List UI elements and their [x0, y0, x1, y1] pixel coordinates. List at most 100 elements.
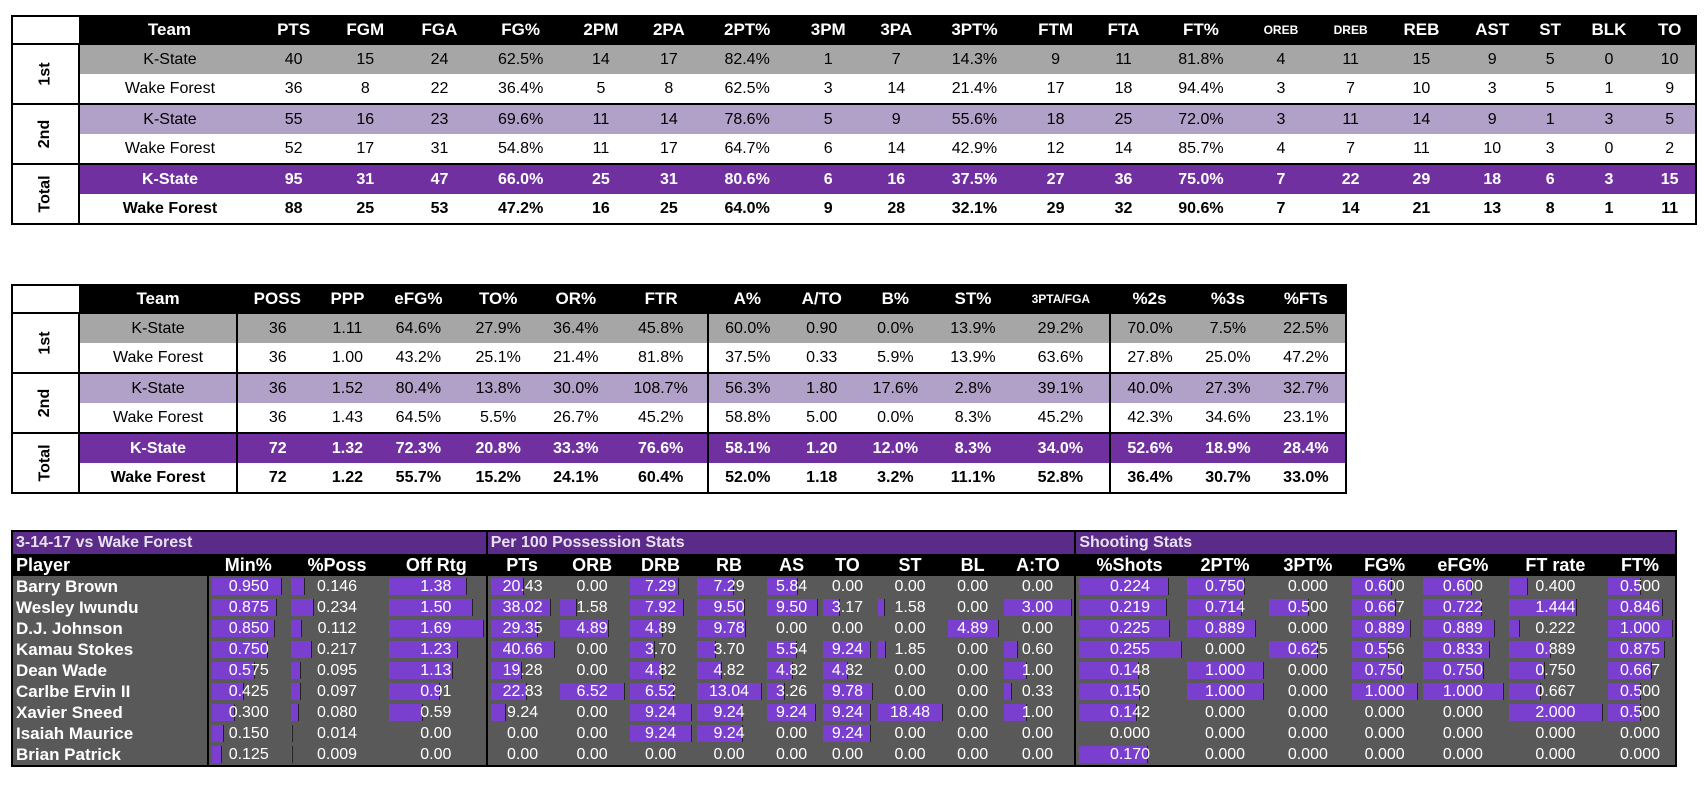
stat-cell: 0.000 [1184, 744, 1267, 766]
stat-value: 0.150 [228, 724, 269, 742]
column-header: ST% [934, 285, 1012, 313]
data-bar [1422, 641, 1491, 658]
stat-value: 0.146 [316, 577, 358, 595]
stat-cell: 0.150 [1074, 681, 1184, 702]
stat-cell: 1 [1573, 74, 1645, 104]
stat-value: 0.750 [1364, 661, 1405, 679]
stat-cell: 53 [403, 194, 476, 224]
stat-cell: 0.00 [875, 681, 944, 702]
stat-cell: 95 [259, 163, 328, 194]
stat-cell: 27 [1020, 163, 1091, 194]
stat-cell: 88 [259, 194, 328, 224]
stat-cell: 0.00 [820, 744, 876, 766]
stat-cell: 0.00 [557, 639, 626, 660]
stat-cell: 9 [792, 194, 864, 224]
player-name: Barry Brown [16, 576, 119, 596]
stat-cell: 0.889 [1506, 639, 1605, 660]
stat-cell: 25 [636, 194, 702, 224]
stat-value: 0.142 [1109, 703, 1150, 721]
stat-cell: 11 [1644, 194, 1696, 224]
column-header: FTR [614, 285, 708, 313]
stat-value: 0.00 [957, 640, 989, 658]
data-bar [1608, 704, 1642, 721]
column-header: PTs [486, 554, 558, 576]
stat-cell: 0.146 [288, 576, 386, 597]
group-header: 3-14-17 vs Wake Forest [12, 531, 488, 554]
data-bar [1269, 641, 1319, 658]
stat-cell: 0.00 [875, 723, 944, 744]
stat-value: 1.444 [1535, 598, 1576, 616]
stat-value: 3.17 [831, 598, 864, 616]
data-bar [388, 662, 453, 679]
stat-cell: 3.26 [764, 681, 820, 702]
stat-cell: 52 [259, 134, 328, 164]
stat-cell: 69.6% [475, 103, 566, 134]
stat-value: 7.29 [644, 577, 677, 595]
stat-cell: 0.722 [1420, 597, 1506, 618]
stat-value: 0.889 [1535, 640, 1576, 658]
stat-cell: 3 [1457, 74, 1527, 104]
stat-cell: 0.500 [1605, 702, 1676, 723]
stat-cell: 0.000 [1266, 618, 1349, 639]
column-header: FT rate [1505, 554, 1606, 576]
stat-cell: 13.04 [694, 681, 763, 702]
stat-value: 0.00 [420, 745, 452, 763]
stat-cell: 0.000 [1349, 723, 1420, 744]
stat-cell: 8.3% [934, 403, 1012, 433]
stat-cell: 18.48 [875, 702, 944, 723]
column-header: POSS [237, 285, 318, 313]
stat-cell: 45.8% [614, 312, 708, 343]
stat-value: 0.225 [1109, 619, 1150, 637]
stat-cell: 0.714 [1184, 597, 1267, 618]
team-name: Wake Forest [78, 194, 260, 224]
stat-cell: 14 [636, 103, 702, 134]
stat-cell: 20.8% [459, 432, 537, 463]
stat-cell: 0.014 [288, 723, 386, 744]
stat-cell: 9 [1020, 43, 1091, 74]
data-bar [1003, 641, 1019, 658]
stat-cell: 0.000 [1605, 744, 1676, 766]
stat-value: 0.00 [894, 661, 926, 679]
stat-value: 0.000 [1287, 619, 1328, 637]
stat-cell: 0.000 [1349, 744, 1420, 766]
player-stats-table: 3-14-17 vs Wake Forest Per 100 Possession… [11, 530, 1677, 767]
data-bar [1186, 620, 1256, 637]
data-bar [1003, 704, 1028, 721]
stat-value: 6.52 [576, 682, 608, 700]
data-bar [697, 578, 734, 595]
stat-value: 0.00 [831, 577, 864, 595]
stat-value: 4.82 [713, 661, 745, 679]
stat-cell: 9.50 [764, 597, 820, 618]
table-row: Wesley Iwundu 0.875 0.234 1.50 38.02 1.58 7.92… [12, 597, 1676, 618]
stat-cell: 31 [403, 134, 476, 164]
player-name: Dean Wade [16, 660, 108, 680]
stat-cell: 0.225 [1074, 618, 1184, 639]
stat-cell: 1.00 [1001, 702, 1076, 723]
stat-value: 0.00 [957, 745, 989, 763]
stat-cell: 36.4% [475, 74, 566, 104]
stat-cell: 19.28 [485, 660, 558, 681]
stat-cell: 7 [1316, 134, 1386, 164]
column-header: PTS [259, 16, 328, 44]
stat-value: 0.000 [1364, 703, 1405, 721]
data-bar [1352, 662, 1402, 679]
period-label: 1st [11, 43, 80, 105]
stat-value: 9.24 [713, 703, 745, 721]
data-bar [1003, 599, 1073, 616]
stat-value: 0.00 [576, 703, 608, 721]
stat-value: 0.667 [1535, 682, 1576, 700]
stat-value: 1.38 [420, 577, 452, 595]
stat-cell: 0.625 [1266, 639, 1349, 660]
stat-cell: 29 [1020, 194, 1091, 224]
stat-cell: 0.000 [1184, 723, 1267, 744]
stat-cell: 1.23 [386, 639, 487, 660]
stat-value: 0.000 [1620, 745, 1661, 763]
stat-value: 1.000 [1205, 682, 1246, 700]
stat-cell: 0.667 [1349, 597, 1420, 618]
table-row: Isaiah Maurice 0.150 0.014 0.00 0.00 0.00 9.24… [12, 723, 1676, 744]
stat-value: 1.000 [1620, 619, 1661, 637]
stat-cell: 0.00 [557, 723, 626, 744]
stat-value: 1.000 [1364, 682, 1405, 700]
stat-value: 19.28 [502, 661, 543, 679]
stat-cell: 43.2% [377, 343, 460, 373]
